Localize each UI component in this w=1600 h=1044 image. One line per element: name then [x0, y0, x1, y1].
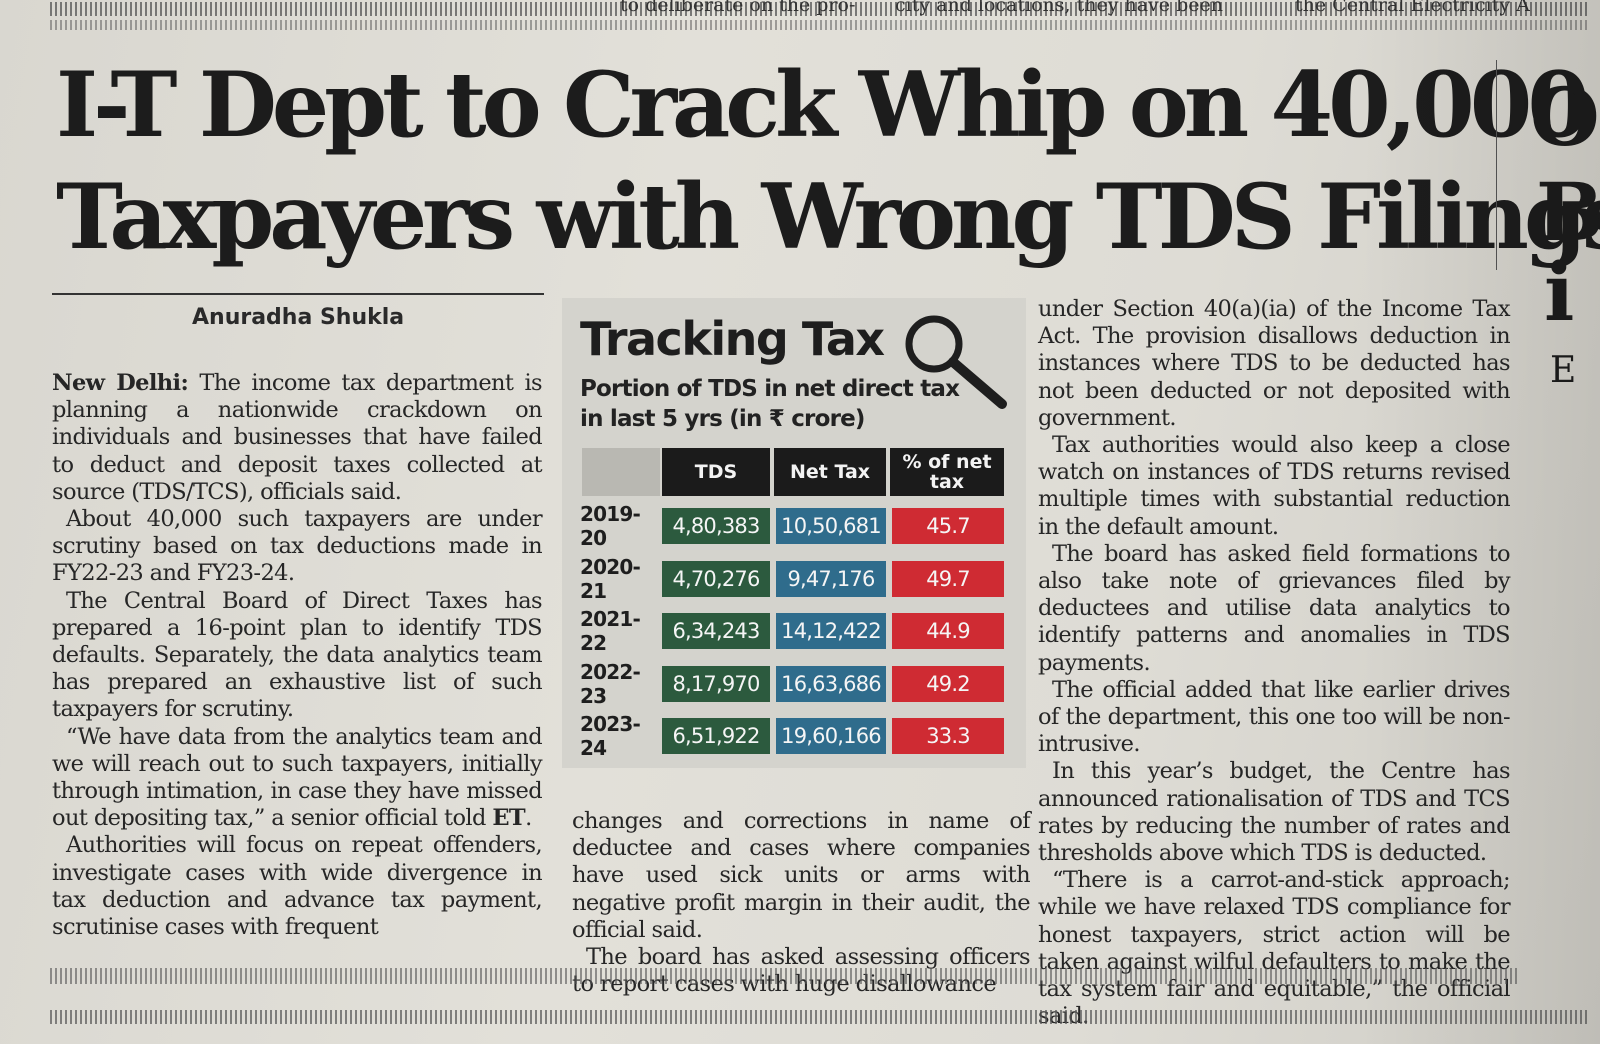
col1-para-1: The income tax department is planning a … — [52, 370, 543, 505]
table-cell-net-tax: 10,50,681 — [776, 508, 886, 544]
table-cell-net-tax: 14,12,422 — [776, 613, 886, 649]
edge-letter-1: O — [1530, 70, 1600, 164]
table-header-tds: TDS — [662, 448, 770, 496]
table-cell-pct: 49.7 — [892, 560, 1004, 597]
table-cell-net-tax: 16,63,686 — [776, 665, 886, 702]
publication-name: ET — [492, 805, 526, 832]
dateline: New Delhi: — [52, 370, 189, 396]
top-rule — [50, 2, 1590, 16]
article-column-1: New Delhi: The income tax department is … — [52, 370, 543, 941]
magnifying-glass-icon — [905, 315, 1007, 409]
table-header-blank — [582, 448, 660, 496]
table-cell-tds: 4,70,276 — [662, 560, 770, 597]
col3-para-3: The board has asked field formations to … — [1038, 540, 1511, 676]
table-cell-net-tax: 9,47,176 — [776, 560, 886, 597]
top-fragment-middle: city and locations, they have been — [895, 0, 1223, 16]
edge-letter-2: B — [1536, 165, 1600, 259]
table-header-net-tax: Net Tax — [774, 448, 886, 496]
table-cell-pct: 33.3 — [892, 718, 1004, 754]
table-row-year: 2022-23 — [580, 659, 641, 708]
edge-letter-4: E — [1550, 350, 1577, 391]
table-header-pct: % of net tax — [890, 448, 1004, 496]
table-cell-pct: 49.2 — [892, 665, 1004, 702]
table-cell-tds: 4,80,383 — [662, 508, 770, 544]
table-cell-tds: 8,17,970 — [662, 665, 770, 702]
table-cell-pct: 44.9 — [892, 613, 1004, 649]
col1-para-5: Authorities will focus on repeat offende… — [52, 832, 543, 941]
headline-line-1: I-T Dept to Crack Whip on 40,000 — [56, 52, 1590, 158]
col1-para-2: About 40,000 such taxpayers are under sc… — [52, 506, 543, 587]
tracking-tax-graphic: Tracking Tax Portion of TDS in net direc… — [562, 298, 1026, 768]
table-cell-net-tax: 19,60,166 — [776, 718, 886, 754]
top-fragment-right: the Central Electricity A — [1295, 0, 1530, 16]
col1-para-4-end: . — [525, 805, 532, 832]
edge-letter-3: i — [1544, 245, 1575, 339]
headline-line-2: Taxpayers with Wrong TDS Filings — [56, 164, 1600, 270]
col3-para-1: under Section 40(a)(ia) of the Income Ta… — [1038, 296, 1511, 431]
col1-para-4: “We have data from the analytics team an… — [52, 723, 543, 832]
col3-para-5: In this year’s budget, the Centre has an… — [1038, 758, 1511, 867]
table-row-year: 2019-20 — [580, 502, 641, 550]
column-rule-right — [1496, 60, 1497, 270]
col3-para-4: The official added that like earlier dri… — [1038, 676, 1511, 758]
table-row-year: 2021-22 — [580, 607, 641, 655]
top-fragment-left: to deliberate on the pro- — [620, 0, 856, 16]
top-rule-2 — [50, 20, 1590, 30]
article-column-3: under Section 40(a)(ia) of the Income Ta… — [1038, 296, 1511, 1030]
table-cell-tds: 6,34,243 — [662, 613, 770, 649]
table-row-year: 2023-24 — [580, 712, 641, 760]
table-row-year: 2020-21 — [580, 554, 641, 603]
byline-rule — [52, 293, 544, 295]
byline: Anuradha Shukla — [192, 305, 405, 330]
col1-para-3: The Central Board of Direct Taxes has pr… — [52, 587, 543, 723]
bottom-rule — [50, 968, 1520, 984]
graphic-subtitle: Portion of TDS in net direct tax in last… — [580, 376, 960, 432]
table-cell-pct: 45.7 — [892, 508, 1004, 544]
graphic-title: Tracking Tax — [580, 312, 885, 366]
col2-para-1: changes and corrections in name of deduc… — [572, 808, 1031, 943]
col3-para-6: “There is a carrot-and-stick approach; w… — [1038, 867, 1511, 1029]
table-cell-tds: 6,51,922 — [662, 718, 770, 754]
bottom-rule-2 — [50, 1010, 1590, 1024]
col3-para-2: Tax authorities would also keep a close … — [1038, 432, 1511, 540]
